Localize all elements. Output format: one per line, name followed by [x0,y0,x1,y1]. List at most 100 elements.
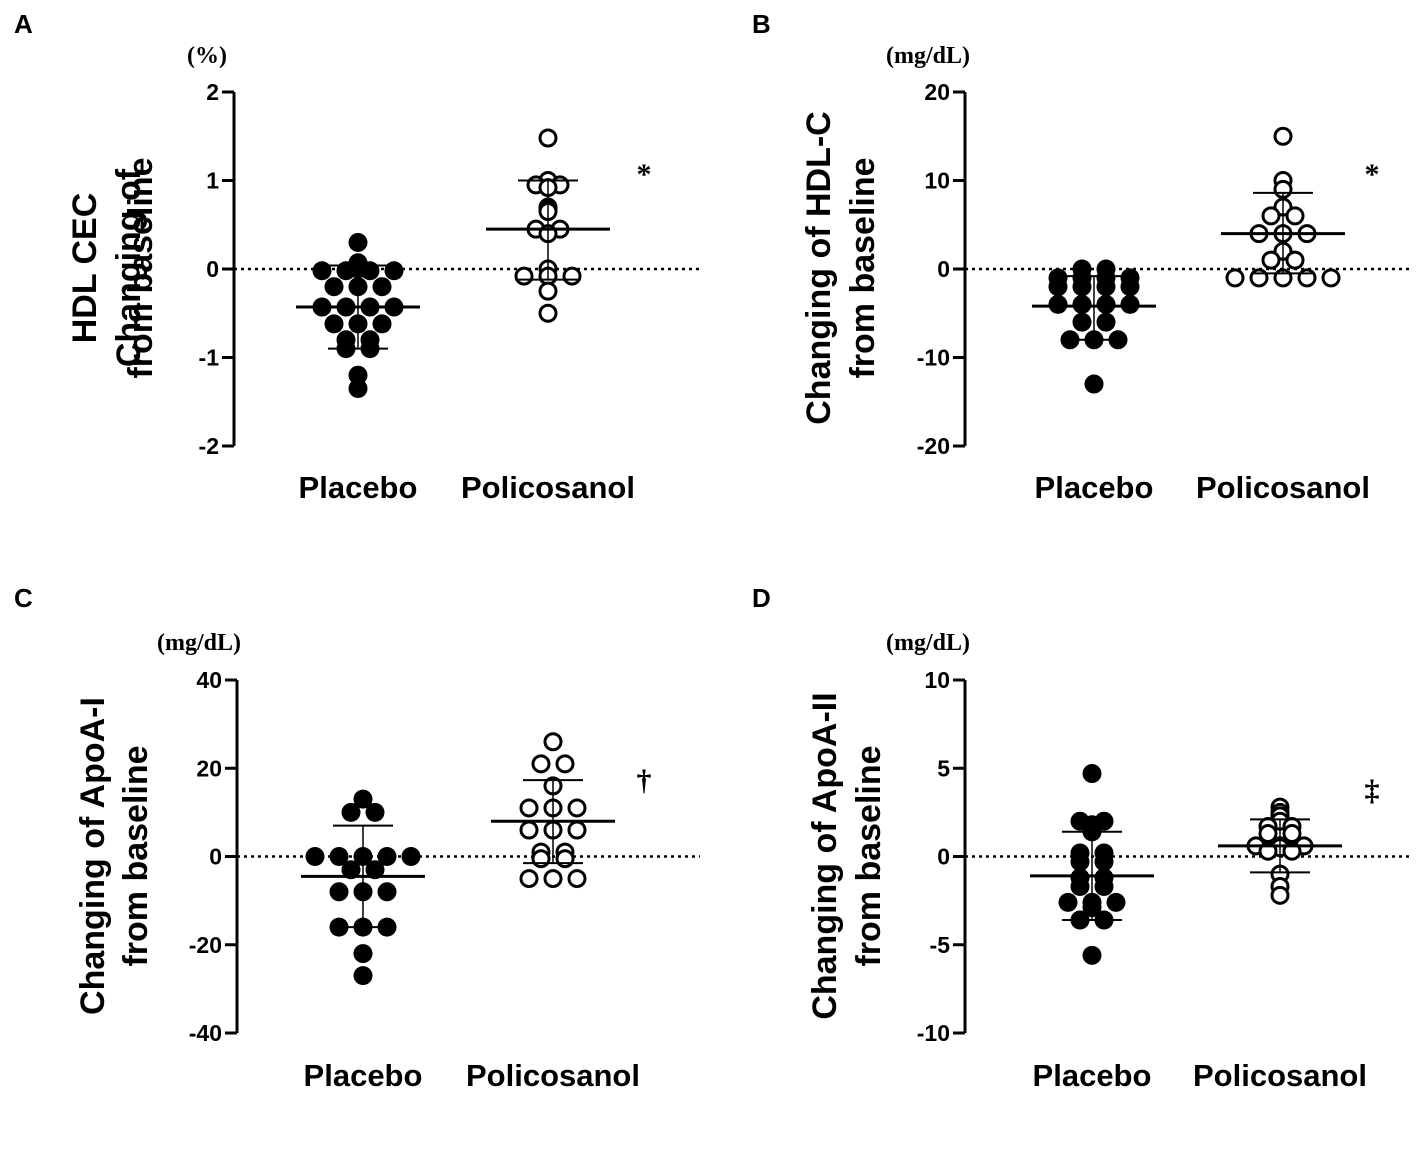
data-point [1285,250,1305,270]
data-point [519,869,539,889]
y-tick-label: 1 [206,168,219,194]
chart-panel-d: D (mg/dL) Changing of ApoA-II from baseline… [752,583,1410,1093]
y-axis-unit: (mg/dL) [157,630,241,656]
y-tick-label: -1 [199,345,220,371]
chart-panel-b: B (mg/dL) Changing of HDL-C from baseline 20… [752,9,1410,505]
data-point [353,966,373,986]
y-axis-label-line: from baseline [850,745,888,966]
data-point [1084,374,1104,394]
data-point [372,314,392,334]
data-point [324,277,344,297]
data-point [329,882,349,902]
y-axis-label-line: Changing of ApoA-I [74,697,112,1015]
data-point [562,266,582,286]
data-point [1321,268,1341,288]
data-point [1120,277,1140,297]
data-point [567,820,587,840]
chart-panel-c: C (mg/dL) Changing of ApoA-I from baseline 4… [14,583,700,1093]
data-point [1282,824,1302,844]
panel-letter: A [14,9,33,39]
y-tick-label: 0 [937,256,950,282]
y-axis-unit: (%) [187,43,227,69]
data-point [348,232,368,252]
data-point [1048,277,1068,297]
y-tick-label: -5 [930,932,951,958]
data-point [1094,877,1114,897]
data-point [1096,312,1116,332]
data-point [1072,294,1092,314]
data-point [519,798,539,818]
data-point [1106,892,1126,912]
y-tick-label: -10 [917,1020,950,1046]
data-point [348,378,368,398]
y-axis-unit: (mg/dL) [886,630,970,656]
data-point [543,869,563,889]
series-placebo [296,232,420,398]
data-point [567,869,587,889]
data-point [538,303,558,323]
x-category-label: Policosanol [466,1058,640,1093]
y-axis-label-line: from baseline [844,157,882,378]
y-tick-label: -20 [189,932,222,958]
panel-letter: C [14,583,33,613]
series-policosanol [1221,126,1345,288]
x-category-label: Policosanol [1193,1058,1367,1093]
y-axis-label-line: HDL CEC [66,193,104,344]
panel-letter: B [752,9,771,39]
data-point [567,798,587,818]
data-point [348,365,368,385]
data-point [1249,268,1269,288]
data-point [1072,312,1092,332]
y-tick-label: 10 [924,667,950,693]
x-category-label: Placebo [299,470,418,505]
data-point [312,261,332,281]
data-point [531,754,551,774]
data-point [1094,852,1114,872]
data-point [341,860,361,880]
data-point [1082,945,1102,965]
data-point [1120,294,1140,314]
x-category-label: Placebo [304,1058,423,1093]
data-point [1258,824,1278,844]
y-tick-label: -10 [917,345,950,371]
y-tick-label: 0 [937,844,950,870]
data-point [341,802,361,822]
series-policosanol [486,128,610,323]
data-point [543,732,563,752]
y-tick-label: -20 [917,433,950,459]
y-tick-label: 5 [937,755,950,781]
data-point [531,849,551,869]
significance-marker: ‡ [1365,774,1380,807]
data-point [1058,892,1078,912]
significance-marker: † [637,764,652,797]
data-point [1070,852,1090,872]
y-tick-label: 0 [206,256,219,282]
data-point [353,944,373,964]
data-point [1225,268,1245,288]
data-point [1270,885,1290,905]
data-point [329,847,349,866]
data-point [1096,277,1116,297]
significance-marker: * [637,158,652,191]
data-point [401,847,421,866]
y-tick-label: 10 [924,168,950,194]
data-point [324,314,344,334]
data-point [377,847,397,866]
data-point [1273,126,1293,146]
y-axis-label-line: Changing of [110,168,148,367]
y-axis-unit: (mg/dL) [886,43,970,69]
data-point [1261,206,1281,226]
x-category-label: Policosanol [461,470,635,505]
data-point [1096,294,1116,314]
data-point [538,128,558,148]
data-point [1261,250,1281,270]
data-point [372,277,392,297]
data-point [519,820,539,840]
x-category-label: Placebo [1035,470,1154,505]
data-point [305,847,325,866]
y-tick-label: -2 [199,433,219,459]
series-placebo [1032,259,1156,394]
x-category-label: Policosanol [1196,470,1370,505]
